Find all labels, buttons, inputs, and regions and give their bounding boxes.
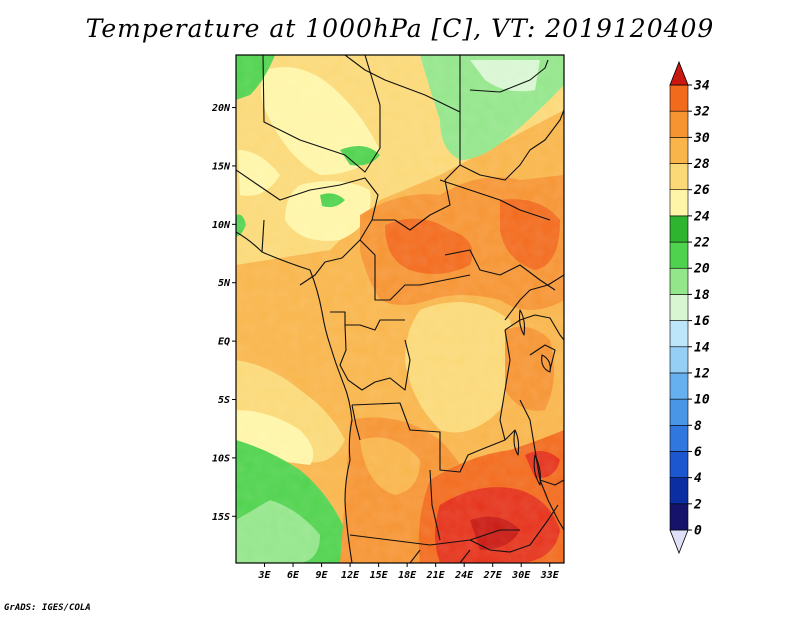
- lon-tick-label: 21E: [426, 570, 446, 581]
- latitude-axis: 20N 15N 10N 5N EQ 5S 10S 15S: [211, 103, 236, 523]
- lon-tick-label: 15E: [370, 570, 389, 581]
- colorbar-label: 32: [693, 105, 710, 120]
- colorbar-swatch: [669, 398, 689, 426]
- colorbar-label: 26: [693, 183, 710, 198]
- country-borders: [236, 55, 564, 563]
- lat-tick-label: 15N: [212, 161, 231, 172]
- colorbar-swatch: [669, 451, 689, 478]
- colorbar-swatch: [669, 503, 689, 531]
- colorbar-label: 22: [693, 236, 710, 251]
- colorbar-label: 12: [694, 366, 710, 381]
- lon-tick-label: 9E: [316, 570, 329, 581]
- lat-tick-label: 10N: [212, 220, 231, 231]
- colorbar-swatch: [669, 241, 689, 269]
- colorbar-swatch: [669, 137, 689, 164]
- colorbar-label: 6: [694, 445, 702, 460]
- chart-title: Temperature at 1000hPa [C], VT: 20191204…: [85, 14, 715, 43]
- colorbar-over-arrow: [669, 60, 689, 86]
- lon-tick-label: 33E: [540, 570, 560, 581]
- colorbar-label: 34: [693, 79, 710, 94]
- longitude-axis: 3E 6E 9E 12E 15E 18E 21E 24E 27E 30E 33E: [257, 563, 560, 581]
- colorbar-swatch: [669, 267, 689, 295]
- colorbar-label: 24: [693, 209, 710, 224]
- lon-tick-label: 3E: [257, 570, 271, 581]
- colorbar-label: 2: [693, 497, 702, 512]
- lat-tick-label: 10S: [212, 453, 230, 464]
- lat-tick-label: 15S: [212, 512, 230, 523]
- colorbar-label: 30: [693, 131, 710, 146]
- colorbar-label: 18: [694, 288, 710, 303]
- colorbar-swatch: [669, 215, 689, 243]
- lon-tick-label: 24E: [454, 570, 474, 581]
- colorbar-swatch: [669, 346, 689, 374]
- colorbar-label: 4: [694, 471, 702, 486]
- colorbar-swatch: [669, 84, 689, 112]
- lat-tick-label: 5S: [218, 395, 230, 406]
- colorbar-label: 0: [694, 524, 702, 539]
- lon-tick-label: 18E: [398, 570, 417, 581]
- lon-tick-label: 30E: [511, 570, 531, 581]
- colorbar-swatch: [669, 189, 689, 217]
- colorbar-swatch: [669, 110, 689, 138]
- colorbar-under-arrow: [669, 529, 689, 555]
- colorbar-swatch: [669, 372, 689, 400]
- grads-credit: GrADS: IGES/COLA: [4, 603, 91, 613]
- colorbar-swatch: [669, 424, 689, 452]
- colorbar-swatch: [669, 320, 689, 348]
- lon-tick-label: 27E: [483, 570, 503, 581]
- lat-tick-label: 20N: [211, 103, 231, 114]
- lon-tick-label: 6E: [287, 570, 300, 581]
- colorbar-swatch: [669, 163, 689, 191]
- lat-tick-label: EQ: [218, 337, 230, 348]
- colorbar-label: 16: [694, 314, 710, 329]
- colorbar-swatch: [669, 294, 689, 321]
- temperature-field: [236, 55, 564, 563]
- lat-tick-label: 5N: [218, 278, 231, 289]
- colorbar-label: 14: [694, 340, 710, 355]
- plot-frame: [235, 54, 565, 564]
- colorbar-label: 28: [693, 157, 710, 172]
- colorbar-label: 8: [694, 419, 702, 434]
- colorbar-label: 20: [693, 262, 710, 277]
- colorbar-swatch: [669, 477, 689, 505]
- colorbar-label: 10: [694, 393, 710, 408]
- lon-tick-label: 12E: [341, 570, 360, 581]
